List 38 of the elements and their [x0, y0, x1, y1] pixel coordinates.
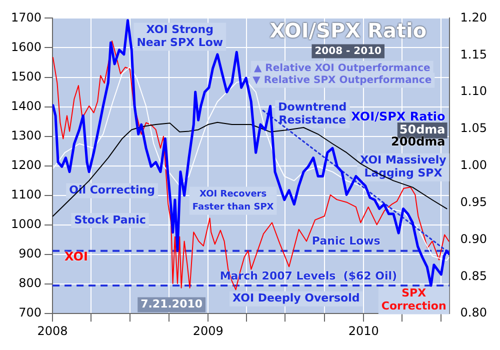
- y2-tick-label: 0.95: [460, 194, 487, 209]
- text: 2008 - 2010: [314, 46, 382, 57]
- annotation: XOI Deeply Oversold: [232, 292, 360, 305]
- annotation: ▼ Relative SPX Outperformance: [252, 74, 432, 86]
- annotation: 7.21.2010: [140, 298, 203, 311]
- y2-tick-label: 1.20: [460, 10, 487, 24]
- y2-tick-label: 1.10: [460, 84, 487, 98]
- y-tick-label: 1600: [10, 40, 42, 54]
- y-tick-label: 1100: [10, 188, 42, 202]
- y2-tick-label: 0.85: [460, 268, 487, 283]
- text: XOI: [64, 250, 88, 264]
- x-tick-label: 2009: [192, 324, 224, 338]
- y-tick-label: 1400: [10, 98, 42, 113]
- text: XOI/SPX Ratio: [351, 109, 446, 124]
- x-tick-label: 2008: [37, 324, 68, 338]
- y2-tick-label: 1.00: [460, 158, 487, 172]
- ref-line-label: Panic Lows: [312, 234, 381, 248]
- y-tick-label: 1200: [10, 158, 42, 172]
- x-tick-label: 2010: [348, 324, 379, 338]
- y-tick-label: 900: [18, 246, 42, 261]
- annotation: XOI Strong Near SPX Low: [136, 23, 224, 50]
- annotation: Downtrend Resistance: [278, 100, 347, 127]
- y-tick-label: 1500: [10, 69, 42, 84]
- y-tick-label: 800: [18, 276, 42, 290]
- text: 50dma: [399, 122, 446, 137]
- y2-tick-label: 1.15: [460, 47, 487, 62]
- annotation: SPX Correction: [381, 286, 446, 313]
- y-tick-label: 1000: [10, 217, 42, 232]
- y2-tick-label: 1.05: [460, 121, 487, 136]
- text: 200dma: [391, 134, 446, 148]
- annotation: Stock Panic: [74, 213, 146, 226]
- annotation: ▲ Relative XOI Outperformance: [254, 63, 431, 74]
- y-tick-label: 1700: [10, 10, 42, 24]
- y-tick-label: 700: [18, 306, 42, 320]
- annotation: XOI Recovers Faster than SPX: [192, 190, 274, 213]
- y-tick-label: 1300: [10, 128, 42, 142]
- y2-tick-label: 0.80: [460, 306, 487, 320]
- y2-tick-label: 0.90: [460, 232, 487, 246]
